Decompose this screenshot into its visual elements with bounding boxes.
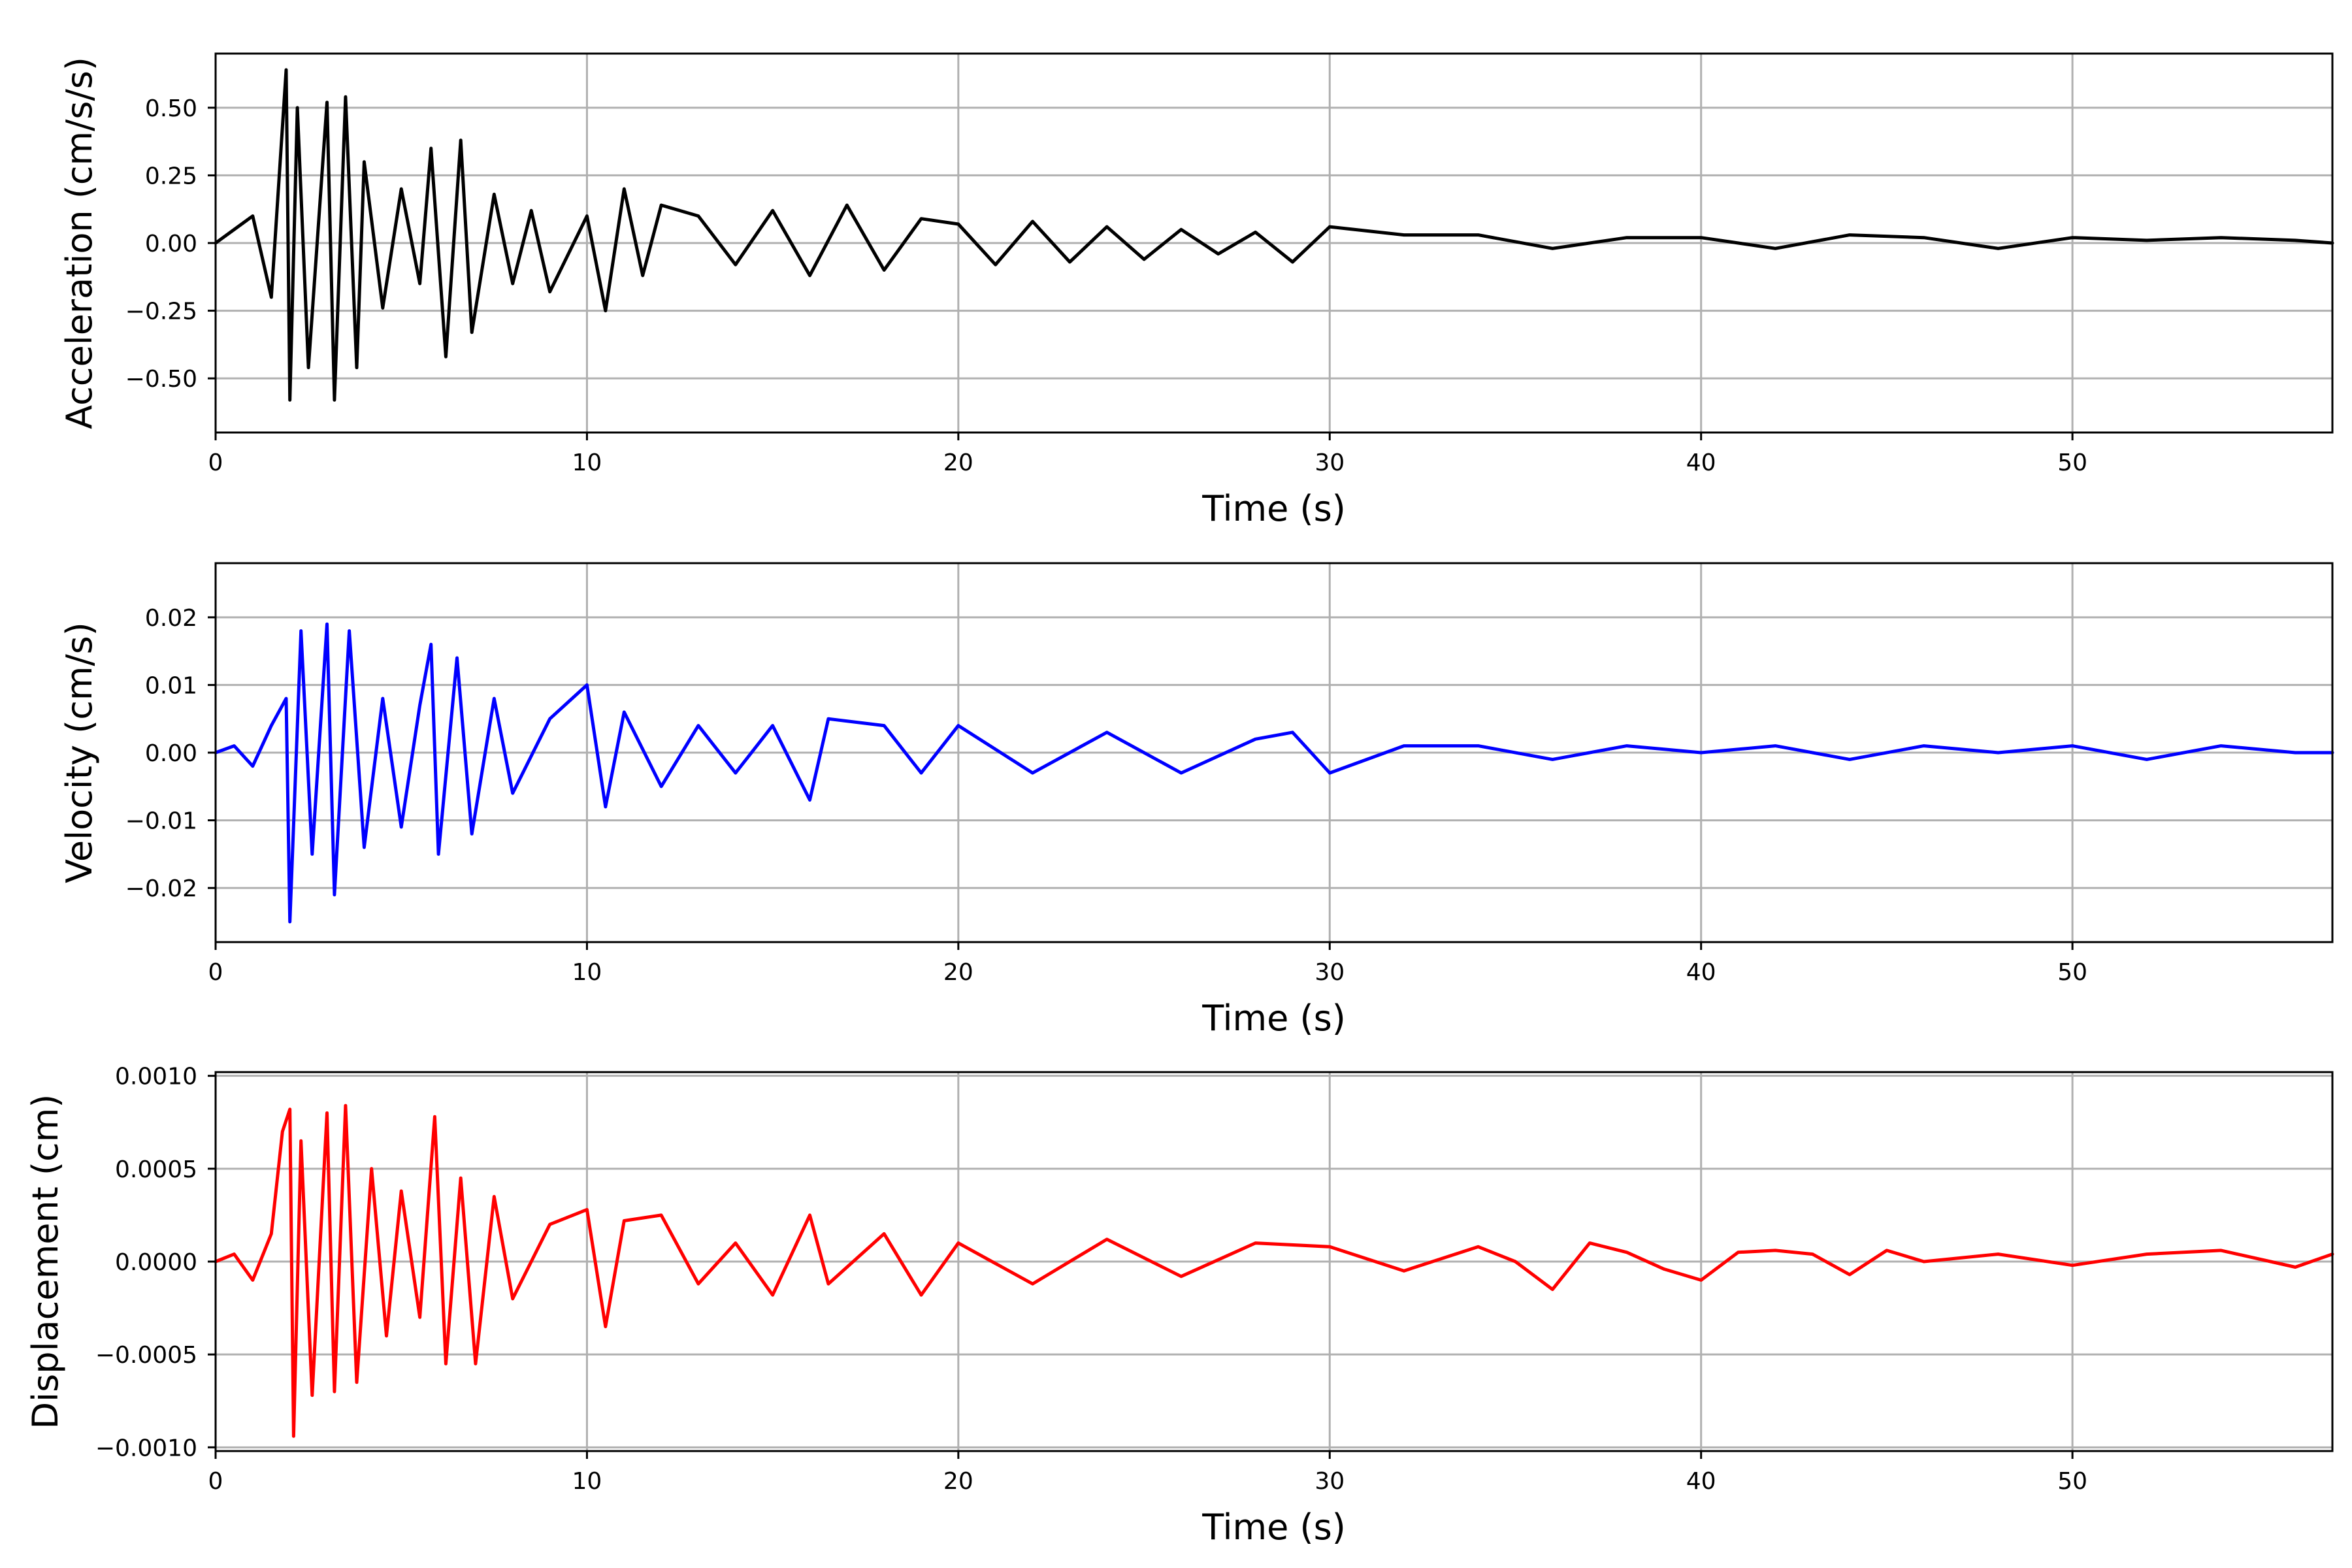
velocity-x-tick-label: 10 bbox=[572, 959, 602, 986]
acceleration-grid bbox=[214, 54, 2332, 433]
acceleration-series-line bbox=[214, 68, 2334, 402]
displacement-grid bbox=[214, 1072, 2332, 1451]
acceleration-y-tick-label: 0.00 bbox=[145, 231, 197, 257]
displacement-trace-group bbox=[214, 1103, 2334, 1438]
displacement-x-tick-label: 0 bbox=[208, 1468, 223, 1495]
velocity-y-axis-label: Velocity (cm/s) bbox=[59, 622, 100, 883]
displacement-y-tick-label: −0.0005 bbox=[95, 1342, 197, 1369]
velocity-y-tick-label: −0.02 bbox=[125, 875, 197, 902]
acceleration-x-tick-label: 20 bbox=[943, 449, 973, 476]
velocity-ticks: 0 10 20 30 40 50 −0.02 −0.01 0.00 0.01 0.02 bbox=[125, 605, 2087, 986]
acceleration-x-tick-label: 40 bbox=[1686, 449, 1716, 476]
velocity-x-tick-label: 20 bbox=[943, 959, 973, 986]
displacement-x-tick-label: 10 bbox=[572, 1468, 602, 1495]
acceleration-x-tick-label: 10 bbox=[572, 449, 602, 476]
acceleration-x-tick-label: 50 bbox=[2057, 449, 2087, 476]
displacement-y-tick-label: 0.0005 bbox=[115, 1156, 197, 1183]
acceleration-x-axis-label: Time (s) bbox=[1201, 488, 1346, 529]
displacement-y-tick-label: 0.0000 bbox=[115, 1249, 197, 1276]
velocity-grid bbox=[214, 563, 2332, 942]
acceleration-x-tick-label: 0 bbox=[208, 449, 223, 476]
displacement-y-tick-label: −0.0010 bbox=[95, 1435, 197, 1462]
velocity-y-tick-label: −0.01 bbox=[125, 808, 197, 835]
displacement-panel: 0 10 20 30 40 50 −0.0010 −0.0005 0.0000 0.0005 0.0… bbox=[25, 1064, 2334, 1548]
velocity-x-tick-label: 0 bbox=[208, 959, 223, 986]
velocity-x-axis-label: Time (s) bbox=[1201, 998, 1346, 1039]
acceleration-y-axis-label: Acceleration (cm/s/s) bbox=[59, 57, 100, 429]
velocity-y-tick-label: 0.01 bbox=[145, 672, 197, 699]
displacement-y-axis-label: Displacement (cm) bbox=[25, 1094, 66, 1429]
acceleration-trace-group bbox=[214, 68, 2334, 402]
velocity-y-tick-label: 0.02 bbox=[145, 605, 197, 632]
acceleration-y-tick-label: −0.25 bbox=[125, 299, 197, 325]
acceleration-panel: 0 10 20 30 40 50 −0.50 −0.25 0.00 0.25 0.50 Time (… bbox=[59, 52, 2334, 529]
displacement-series-line bbox=[214, 1103, 2334, 1438]
displacement-y-tick-label: 0.0010 bbox=[115, 1064, 197, 1090]
acceleration-y-tick-label: 0.25 bbox=[145, 163, 197, 189]
acceleration-y-tick-label: 0.50 bbox=[145, 95, 197, 122]
displacement-x-axis-label: Time (s) bbox=[1201, 1507, 1346, 1548]
acceleration-ticks: 0 10 20 30 40 50 −0.50 −0.25 0.00 0.25 0.50 bbox=[125, 95, 2087, 476]
acceleration-x-tick-label: 30 bbox=[1315, 449, 1345, 476]
displacement-x-tick-label: 40 bbox=[1686, 1468, 1716, 1495]
displacement-x-tick-label: 30 bbox=[1315, 1468, 1345, 1495]
displacement-x-tick-label: 20 bbox=[943, 1468, 973, 1495]
velocity-panel: 0 10 20 30 40 50 −0.02 −0.01 0.00 0.01 0.02 Time (… bbox=[59, 562, 2334, 1039]
velocity-trace-group bbox=[214, 622, 2334, 924]
displacement-ticks: 0 10 20 30 40 50 −0.0010 −0.0005 0.0000 0.0005 0.0… bbox=[95, 1064, 2087, 1495]
acceleration-y-tick-label: −0.50 bbox=[125, 366, 197, 393]
displacement-x-tick-label: 50 bbox=[2057, 1468, 2087, 1495]
velocity-x-tick-label: 30 bbox=[1315, 959, 1345, 986]
velocity-series-line bbox=[214, 622, 2334, 924]
velocity-x-tick-label: 50 bbox=[2057, 959, 2087, 986]
velocity-x-tick-label: 40 bbox=[1686, 959, 1716, 986]
velocity-y-tick-label: 0.00 bbox=[145, 740, 197, 767]
